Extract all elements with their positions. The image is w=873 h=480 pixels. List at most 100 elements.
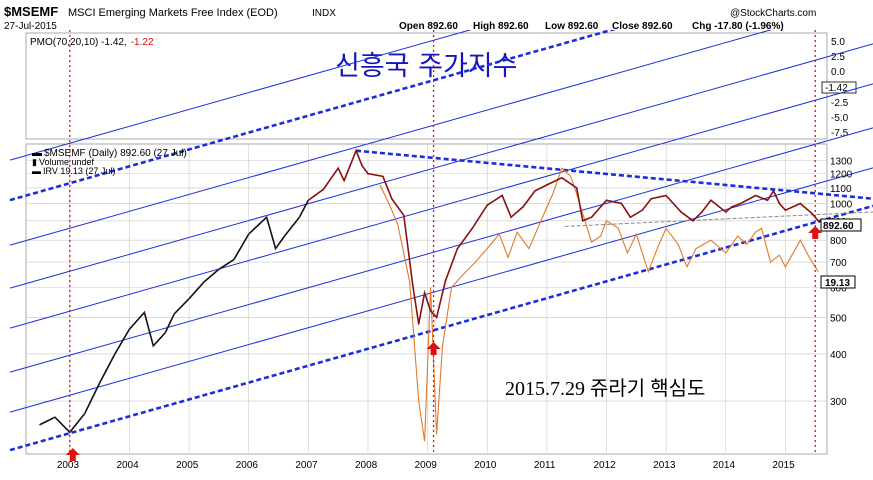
price-point (444, 279, 447, 282)
x-tick-label: 2015 (772, 460, 795, 471)
price-point (173, 313, 175, 315)
price-point (766, 199, 769, 202)
price-point (247, 233, 250, 235)
price-point (599, 206, 602, 208)
pmo-current-badge: -1.42 (821, 81, 857, 94)
price-point (522, 206, 524, 208)
y-tick-label: 500 (830, 313, 847, 324)
price-point (471, 227, 474, 230)
price-point (754, 194, 757, 197)
y-tick-label: 300 (830, 397, 847, 408)
price-point (39, 423, 41, 426)
price-point (650, 197, 653, 200)
price-point (590, 216, 593, 219)
price-point (265, 216, 268, 219)
price-point (128, 328, 131, 330)
legend-volume: ▮ Volume undef (32, 157, 94, 167)
price-point (367, 172, 369, 175)
last-price-badge: 892.60 (820, 218, 862, 232)
svg-text:892.60: 892.60 (823, 221, 854, 232)
y-tick-label: 1000 (830, 200, 853, 211)
price-point (680, 211, 682, 213)
channel-line (9, 83, 873, 329)
x-axis-ticks: 2003 2004 2005 2006 2007 2008 2009 2010 2011 2012… (57, 460, 795, 471)
price-point (486, 204, 489, 206)
x-tick-label: 2004 (116, 460, 139, 471)
x-tick-label: 2014 (713, 460, 736, 471)
open-value: Open 892.60 (399, 21, 458, 32)
main-panel (25, 143, 828, 455)
y-tick-label: 1200 (830, 170, 853, 181)
channel-line (9, 30, 773, 246)
pmo-tick: -7.5 (831, 128, 849, 139)
channel-lines (9, 30, 873, 452)
price-point (620, 202, 623, 205)
channel-line (9, 30, 616, 202)
high-value: High 892.60 (473, 21, 529, 32)
x-tick-label: 2007 (295, 460, 318, 471)
price-series-line (307, 148, 821, 325)
pmo-tick: 5.0 (831, 37, 845, 48)
price-point (322, 188, 325, 191)
svg-text:19.13: 19.13 (825, 278, 850, 289)
exchange: INDX (312, 8, 336, 19)
price-point (546, 184, 548, 186)
date: 27-Jul-2015 (4, 21, 57, 32)
price-point (233, 258, 235, 261)
x-tick-label: 2008 (355, 460, 378, 471)
price-point (772, 190, 775, 192)
x-tick-label: 2005 (176, 460, 199, 471)
channel-line (9, 127, 873, 373)
change-value: Chg -17.80 (-1.96%) (692, 21, 784, 32)
pmo-label: PMO(70,20,10) -1.42, -1.22 (30, 37, 154, 48)
price-point (501, 194, 503, 197)
price-point (337, 167, 339, 170)
pmo-panel: PMO(70,20,10) -1.42, -1.22 5.0 2.5 0.0 -2… (25, 32, 857, 140)
price-point (355, 149, 357, 152)
price-point (510, 216, 512, 219)
x-tick-label: 2012 (594, 460, 617, 471)
y-tick-label: 600 (830, 283, 847, 294)
legend: ▬ $MSEMF (Daily) 892.60 (27 Jul) ▮ Volume … (32, 148, 187, 176)
channel-line (9, 167, 873, 413)
price-point (98, 382, 101, 384)
y-tick-label: 1300 (830, 156, 853, 167)
price-point (778, 202, 781, 205)
pmo-tick: 2.5 (831, 52, 845, 63)
svg-text:-1.42: -1.42 (825, 83, 848, 94)
index-name: MSCI Emerging Markets Free Index (EOD) (68, 7, 278, 19)
x-tick-label: 2006 (236, 460, 259, 471)
close-value: Close 892.60 (612, 21, 673, 32)
price-point (710, 199, 712, 202)
price-point (417, 323, 420, 325)
annotation-note: 2015.7.29 쥬라기 핵심도 (505, 377, 705, 400)
price-point (435, 316, 438, 319)
x-tick-label: 2003 (57, 460, 80, 471)
price-point (581, 220, 584, 222)
downtrend-line (355, 149, 873, 200)
price-point (218, 268, 220, 271)
up-arrow-icon (426, 342, 441, 355)
pmo-tick: -2.5 (831, 98, 849, 109)
price-point (382, 175, 384, 178)
price-point (54, 416, 56, 418)
price-point (641, 209, 644, 212)
price-point (730, 206, 733, 208)
up-arrow-icon (808, 226, 823, 239)
chart-title-korean: 신흥국 주가지수 (335, 51, 517, 82)
price-point (429, 310, 432, 312)
x-tick-label: 2011 (534, 460, 556, 471)
price-point (298, 216, 301, 219)
irv-series-line (379, 167, 819, 442)
price-point (361, 164, 363, 167)
x-tick-label: 2009 (415, 460, 438, 471)
low-value: Low 892.60 (545, 21, 599, 32)
price-point (343, 179, 345, 182)
price-point (274, 247, 277, 250)
price-point (411, 283, 414, 286)
y-tick-label: 1100 (830, 184, 852, 195)
price-point (188, 297, 190, 300)
channel-line (9, 204, 873, 452)
x-tick-label: 2013 (653, 460, 676, 471)
